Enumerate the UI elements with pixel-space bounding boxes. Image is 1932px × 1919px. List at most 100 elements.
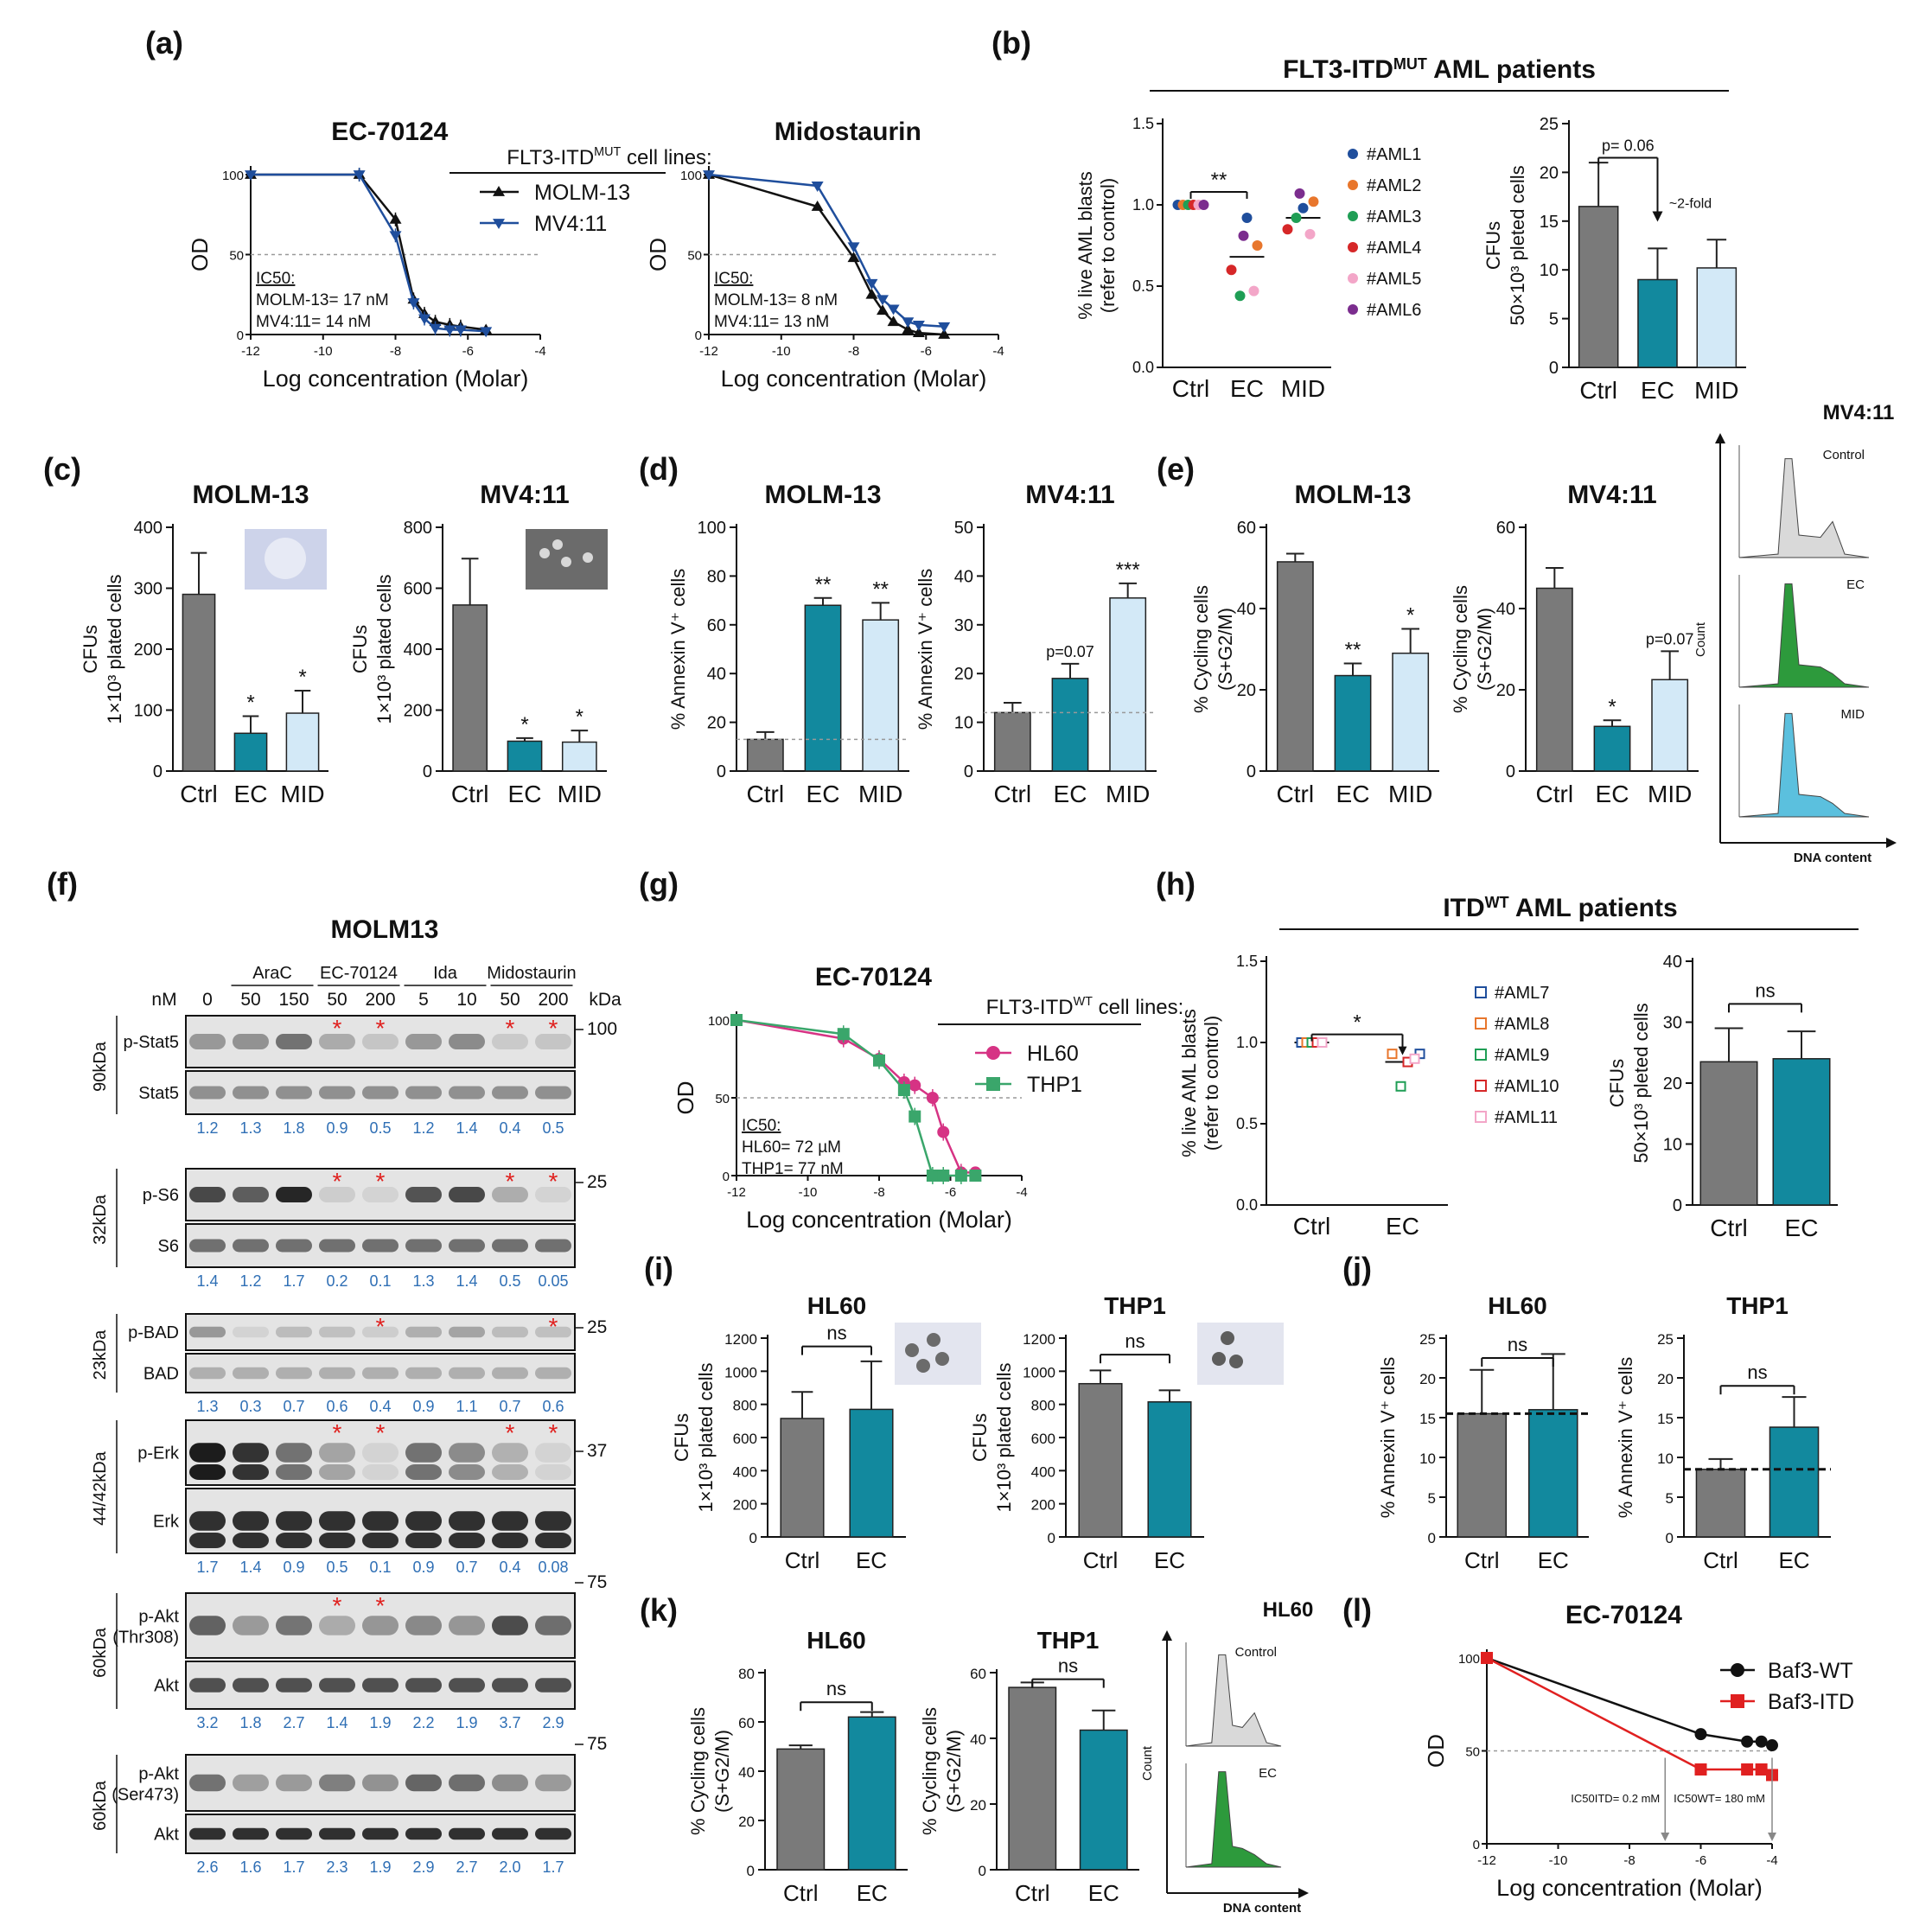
x-tick-label: -4 [1766,1853,1777,1868]
blot-band [492,1239,528,1253]
significance-label: p=0.07 [1646,630,1694,647]
ic50-note: MOLM-13= 8 nM [714,291,838,309]
blot-band [233,1774,269,1792]
data-point [887,316,900,327]
y-tick-label: 50 [954,519,973,538]
blot-band [319,1034,355,1049]
colony-image [1212,1352,1226,1366]
x-axis-label: Log concentration (Molar) [746,1207,1012,1233]
y-tick-label: 800 [1031,1398,1055,1414]
chart-title: MOLM-13 [193,481,309,509]
bar-ec [1527,1409,1578,1538]
chart-title: THP1 [1726,1292,1789,1319]
blot-band [535,1678,571,1693]
quant-value: 0.9 [283,1559,304,1576]
mw-marker: 75 [587,1572,607,1592]
data-point [1755,1763,1768,1776]
y-tick-label: 50 [229,249,244,264]
mw-marker: 100 [587,1019,617,1039]
flow-cytometry-panel: MV4:11 DNA content Count Control EC MID [1693,401,1897,865]
significance-star: * [549,1015,558,1042]
axis-arrow [1886,838,1897,848]
axis-arrow [1162,1630,1172,1641]
legend-label: #AML8 [1495,1015,1549,1034]
quant-value: 1.8 [239,1714,261,1731]
legend-label: THP1 [1027,1073,1082,1097]
data-point [1241,213,1253,224]
y-tick-label: 0 [1473,1838,1480,1852]
chart-title: HL60 [807,1627,865,1654]
bar-chart-k1: HL60 0 20 40 60 80 % Cycling cells (S+G2/M) Ctrl… [687,1627,908,1906]
blot-band [405,1034,442,1049]
y-axis-label: 1×10³ plated cells [993,1362,1015,1512]
y-tick-label: 0 [695,328,702,343]
data-point [926,1092,939,1104]
y-tick-label: 100 [134,702,163,721]
x-tick-label: -10 [1549,1853,1568,1868]
data-point [1294,188,1305,199]
ic50-note: THP1= 77 nM [742,1160,844,1178]
quant-value: 0.5 [499,1272,520,1290]
blot-band [189,1187,226,1202]
chart-title: THP1 [1104,1292,1166,1319]
y-tick-label: 300 [134,580,163,599]
protein-label: p-BAD [128,1323,179,1342]
data-point [1481,1652,1493,1664]
colony-image [583,552,593,563]
blot-band [189,1616,226,1635]
significance-label: * [520,713,528,736]
data-point [837,1028,850,1041]
blot-band [362,1326,399,1338]
data-point [429,323,442,335]
legend-marker [1475,1049,1487,1061]
x-axis-label: Log concentration (Molar) [263,366,529,392]
y-tick-label: 1000 [724,1364,757,1380]
legend-label: MOLM-13 [534,181,630,205]
blot-band [233,1616,269,1635]
y-tick-label: 20 [1496,681,1515,700]
quant-value: 0.4 [499,1559,520,1576]
data-point [1694,1763,1707,1776]
protein-label: BAD [143,1365,179,1384]
y-tick-label: 10 [1663,1136,1682,1155]
blot-band [492,1533,528,1548]
significance-label: * [1608,695,1616,718]
chart-title: EC-70124 [1565,1601,1682,1629]
blot-band [535,1511,571,1531]
category-label: EC [1641,377,1674,404]
blot-strip [185,1070,576,1115]
lane-label: 5 [418,990,429,1010]
data-point [429,316,442,327]
chart-title: HL60 [807,1292,866,1319]
y-tick-label: 0 [964,762,973,781]
colony-image [539,548,550,558]
y-tick-label: 60 [1496,519,1515,538]
blot-band [362,1443,399,1463]
colony-image [935,1352,949,1366]
blot-band [405,1511,442,1531]
panel-letter: (e) [1157,451,1195,487]
data-point [937,1125,950,1138]
x-tick-label: -8 [390,344,401,359]
y-tick-label: 20 [1419,1371,1436,1387]
y-axis-label: (refer to control) [1201,1016,1222,1151]
quant-value: 1.7 [283,1858,304,1876]
significance-label: ** [815,573,832,596]
quant-value: 1.4 [456,1272,477,1290]
quant-value: 0.7 [499,1398,520,1415]
y-tick-label: 200 [733,1497,757,1514]
blot-band [492,1443,528,1463]
significance-label: * [298,666,306,689]
y-tick-label: 0 [423,762,432,781]
y-tick-label: 1.5 [1236,953,1258,970]
category-label: Ctrl [180,781,218,807]
bar-ec [1769,1426,1820,1538]
y-tick-label: 10 [1540,261,1559,280]
y-tick-label: 600 [404,580,432,599]
y-axis-label: (S+G2/M) [943,1730,965,1813]
quant-value: 0.08 [538,1559,568,1576]
bar-ctrl [1078,1382,1123,1538]
category-label: Ctrl [783,1880,818,1906]
blot-band [362,1511,399,1531]
